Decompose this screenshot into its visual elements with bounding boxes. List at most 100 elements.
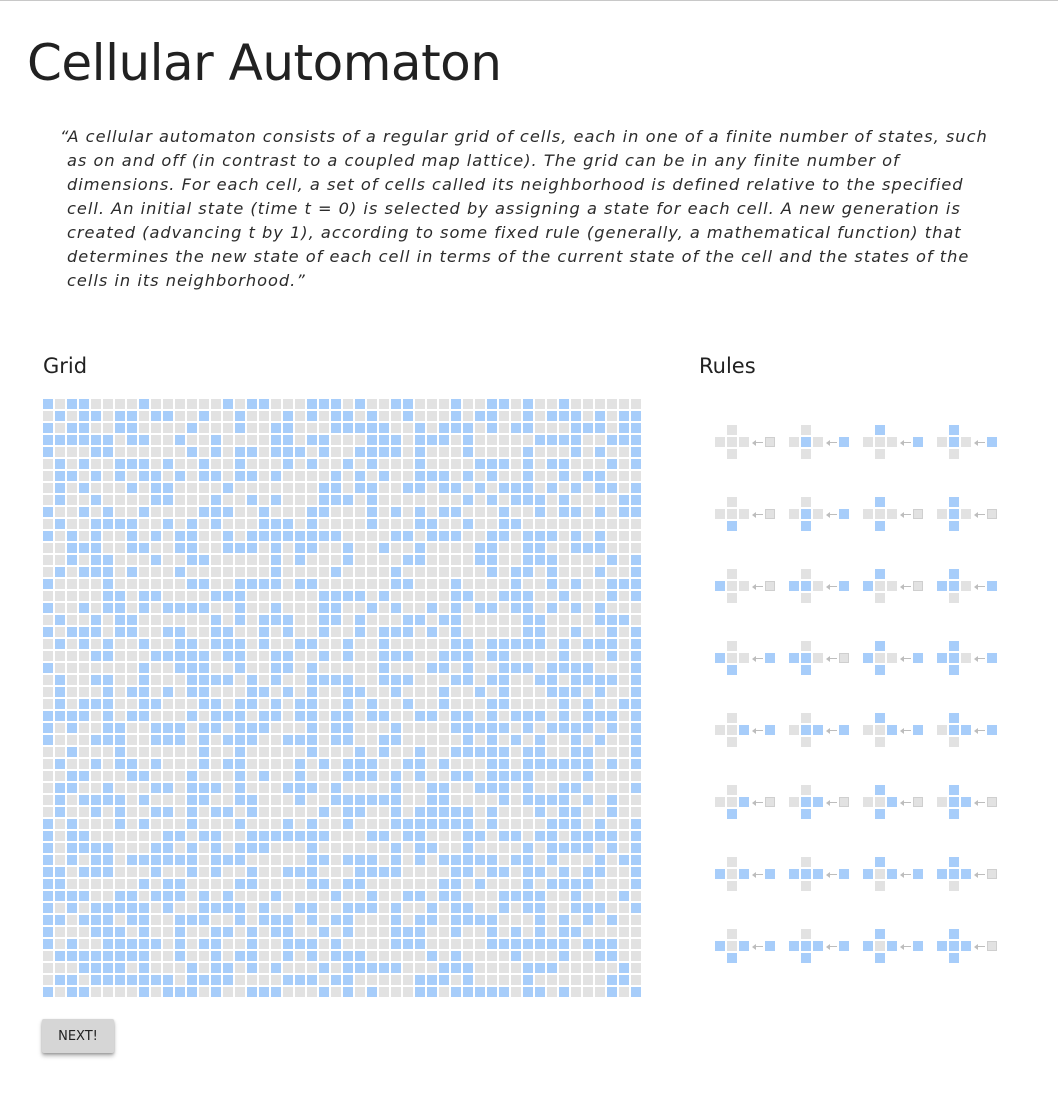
grid-cell[interactable]	[451, 903, 461, 913]
grid-cell[interactable]	[631, 687, 641, 697]
grid-cell[interactable]	[199, 867, 209, 877]
grid-cell[interactable]	[103, 843, 113, 853]
grid-cell[interactable]	[439, 555, 449, 565]
grid-cell[interactable]	[151, 687, 161, 697]
grid-cell[interactable]	[55, 879, 65, 889]
grid-cell[interactable]	[43, 807, 53, 817]
grid-cell[interactable]	[415, 591, 425, 601]
grid-cell[interactable]	[403, 831, 413, 841]
grid-cell[interactable]	[487, 927, 497, 937]
grid-cell[interactable]	[367, 531, 377, 541]
grid-cell[interactable]	[559, 747, 569, 757]
grid-cell[interactable]	[151, 675, 161, 685]
grid-cell[interactable]	[487, 435, 497, 445]
grid-cell[interactable]	[499, 939, 509, 949]
grid-cell[interactable]	[343, 651, 353, 661]
grid-cell[interactable]	[115, 543, 125, 553]
grid-cell[interactable]	[619, 687, 629, 697]
grid-cell[interactable]	[283, 939, 293, 949]
grid-cell[interactable]	[343, 699, 353, 709]
grid-cell[interactable]	[571, 927, 581, 937]
grid-cell[interactable]	[439, 411, 449, 421]
grid-cell[interactable]	[319, 591, 329, 601]
grid-cell[interactable]	[91, 447, 101, 457]
grid-cell[interactable]	[571, 771, 581, 781]
grid-cell[interactable]	[367, 411, 377, 421]
grid-cell[interactable]	[583, 783, 593, 793]
grid-cell[interactable]	[307, 819, 317, 829]
grid-cell[interactable]	[331, 795, 341, 805]
grid-cell[interactable]	[439, 891, 449, 901]
grid-cell[interactable]	[319, 447, 329, 457]
grid-cell[interactable]	[607, 591, 617, 601]
grid-cell[interactable]	[427, 783, 437, 793]
grid-cell[interactable]	[223, 915, 233, 925]
grid-cell[interactable]	[127, 867, 137, 877]
grid-cell[interactable]	[583, 963, 593, 973]
grid-cell[interactable]	[307, 903, 317, 913]
grid-cell[interactable]	[151, 963, 161, 973]
grid-cell[interactable]	[199, 435, 209, 445]
grid-cell[interactable]	[331, 879, 341, 889]
grid-cell[interactable]	[403, 591, 413, 601]
grid-cell[interactable]	[91, 783, 101, 793]
grid-cell[interactable]	[115, 831, 125, 841]
grid-cell[interactable]	[511, 483, 521, 493]
grid-cell[interactable]	[235, 591, 245, 601]
grid-cell[interactable]	[259, 507, 269, 517]
grid-cell[interactable]	[475, 711, 485, 721]
grid-cell[interactable]	[235, 399, 245, 409]
grid-cell[interactable]	[55, 483, 65, 493]
grid-cell[interactable]	[391, 807, 401, 817]
grid-cell[interactable]	[79, 591, 89, 601]
grid-cell[interactable]	[67, 675, 77, 685]
grid-cell[interactable]	[139, 819, 149, 829]
grid-cell[interactable]	[343, 747, 353, 757]
grid-cell[interactable]	[379, 735, 389, 745]
grid-cell[interactable]	[67, 603, 77, 613]
grid-cell[interactable]	[283, 795, 293, 805]
grid-cell[interactable]	[295, 567, 305, 577]
grid-cell[interactable]	[127, 819, 137, 829]
rule-result-cell[interactable]	[839, 581, 849, 591]
grid-cell[interactable]	[307, 711, 317, 721]
grid-cell[interactable]	[103, 519, 113, 529]
grid-cell[interactable]	[499, 723, 509, 733]
grid-cell[interactable]	[319, 951, 329, 961]
grid-cell[interactable]	[367, 879, 377, 889]
grid-cell[interactable]	[451, 663, 461, 673]
grid-cell[interactable]	[235, 939, 245, 949]
grid-cell[interactable]	[103, 855, 113, 865]
grid-cell[interactable]	[283, 579, 293, 589]
grid-cell[interactable]	[211, 723, 221, 733]
grid-cell[interactable]	[295, 723, 305, 733]
grid-cell[interactable]	[331, 939, 341, 949]
grid-cell[interactable]	[211, 567, 221, 577]
grid-cell[interactable]	[55, 627, 65, 637]
grid-cell[interactable]	[55, 759, 65, 769]
grid-cell[interactable]	[619, 555, 629, 565]
grid-cell[interactable]	[343, 483, 353, 493]
grid-cell[interactable]	[607, 795, 617, 805]
grid-cell[interactable]	[187, 735, 197, 745]
grid-cell[interactable]	[547, 699, 557, 709]
grid-cell[interactable]	[79, 963, 89, 973]
grid-cell[interactable]	[607, 975, 617, 985]
grid-cell[interactable]	[223, 771, 233, 781]
grid-cell[interactable]	[43, 675, 53, 685]
grid-cell[interactable]	[451, 879, 461, 889]
grid-cell[interactable]	[43, 939, 53, 949]
grid-cell[interactable]	[199, 567, 209, 577]
grid-cell[interactable]	[91, 495, 101, 505]
grid-cell[interactable]	[355, 519, 365, 529]
grid-cell[interactable]	[91, 423, 101, 433]
grid-cell[interactable]	[283, 435, 293, 445]
grid-cell[interactable]	[535, 579, 545, 589]
grid-cell[interactable]	[91, 771, 101, 781]
grid-cell[interactable]	[295, 807, 305, 817]
grid-cell[interactable]	[211, 603, 221, 613]
grid-cell[interactable]	[271, 627, 281, 637]
grid-cell[interactable]	[535, 447, 545, 457]
grid-cell[interactable]	[535, 507, 545, 517]
grid-cell[interactable]	[331, 603, 341, 613]
